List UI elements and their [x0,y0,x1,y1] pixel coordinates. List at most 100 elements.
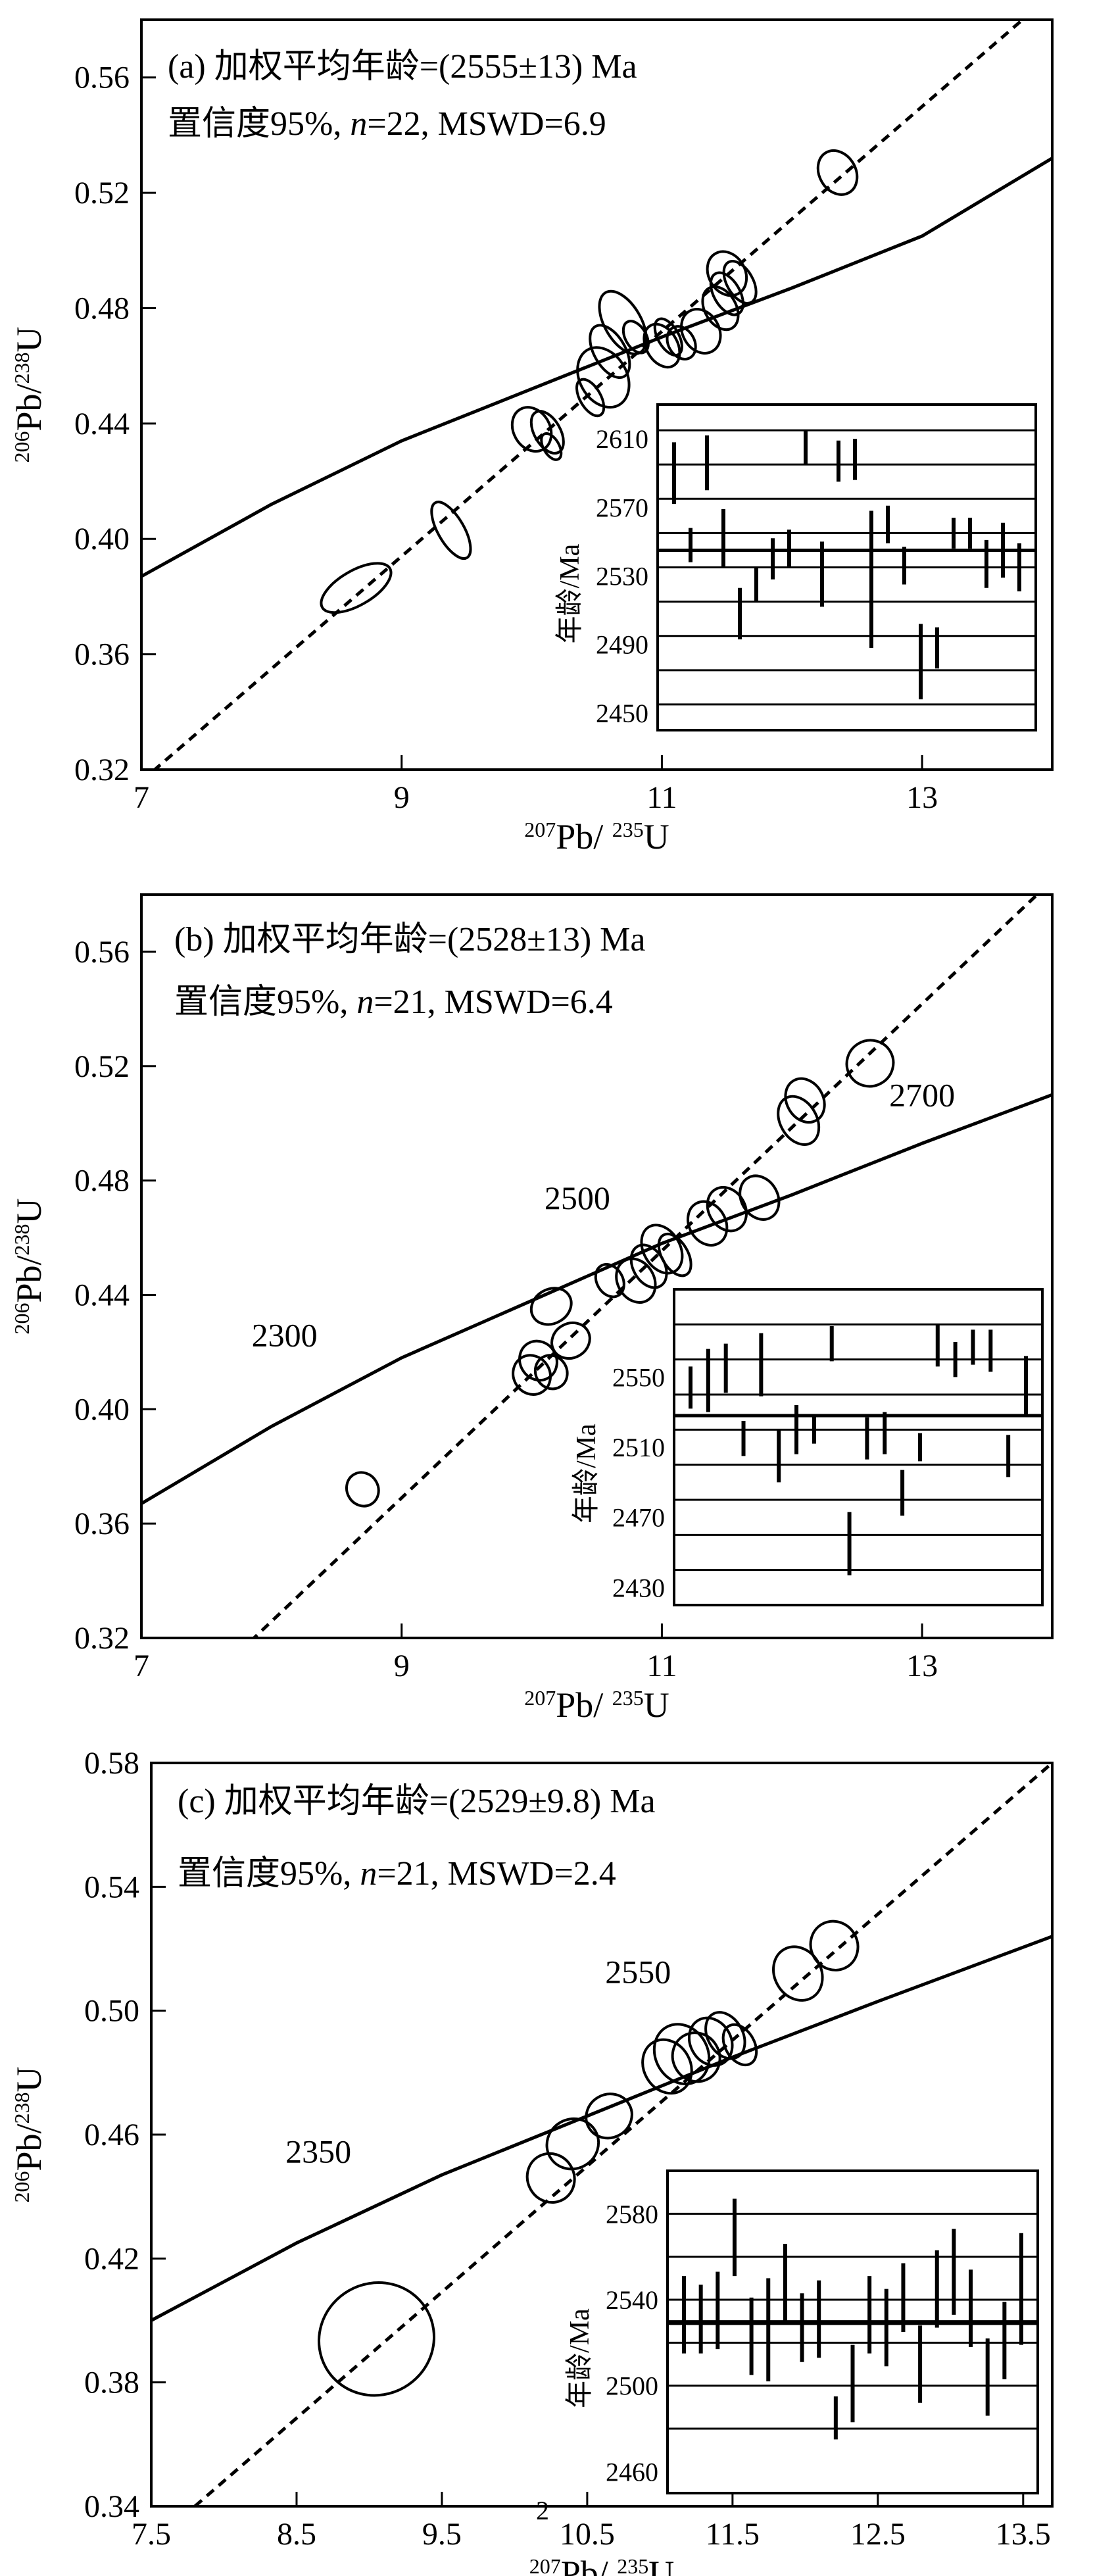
error-ellipse [680,308,722,355]
panel-subtitle: 置信度95%, n=21, MSWD=2.4 [178,1855,616,1893]
panel-subtitle: 置信度95%, n=21, MSWD=6.4 [174,983,613,1021]
concordia-age-label: 2300 [252,1317,318,1354]
x-axis-label-part: 207 [529,2554,561,2576]
x-axis-label: 207Pb/ 235U [524,1685,669,1725]
subtitle-prefix: 置信度95%, [178,1855,360,1893]
x-tick-label: 13 [906,1648,938,1683]
discordia-line [152,20,1025,770]
subtitle-n: n [356,983,374,1021]
y-tick-label: 0.36 [74,1506,130,1541]
x-tick-label: 13.5 [996,2517,1051,2552]
y-tick-label: 0.56 [74,935,130,970]
inset-tick-label: 2540 [606,2285,658,2315]
y-axis-label-part: 206 [10,2171,34,2203]
error-ellipse [545,2117,600,2171]
panel-b: 7 9 11 130.320.360.400.440.480.520.56207Pb/… [9,893,1054,1725]
error-ellipse [671,2031,721,2083]
panel-c: 7.5 8.5 9.5 10.5 11.5 12.5 13.5 0.34 0.38 0.42 0.4… [9,1746,1054,2576]
y-tick-label: 0.56 [74,61,130,95]
x-axis-label-part: U [644,1685,669,1725]
x-axis-label-part: 235 [612,818,644,841]
y-tick-label: 0.40 [74,522,130,557]
error-ellipse [709,271,744,316]
x-axis-label-part: Pb/ [561,2554,618,2576]
y-axis-label-part: 206 [10,1303,34,1335]
error-ellipse [345,1471,380,1508]
discordia-line [251,895,1040,1638]
inset-tick-label: 2490 [596,630,648,660]
y-tick-label: 0.52 [74,1049,130,1084]
error-ellipse [666,325,697,360]
error-ellipse [653,317,683,357]
error-ellipse [652,2023,711,2085]
y-tick-label: 0.42 [84,2241,139,2276]
y-tick-label: 0.44 [74,1277,130,1312]
y-tick-label: 0.48 [74,291,130,326]
y-tick-label: 0.32 [74,753,130,787]
inset-tick-label: 2610 [596,424,648,454]
y-axis-label-part: U [9,326,49,352]
error-ellipse [706,250,748,297]
concordia-age-label: 2500 [545,1179,610,1216]
inset-y-label: 年龄/Ma [554,543,585,643]
panel-title: (c) 加权平均年龄=(2529±9.8) Ma [178,1783,656,1820]
x-tick-label: 7 [134,1648,149,1683]
error-ellipse [816,149,859,196]
error-ellipse [533,1354,569,1391]
weighted-mean-inset: 2430 2470 2510 2550 年龄/Ma [571,1288,1044,1606]
x-tick-label: 9 [394,1648,410,1683]
subtitle-stats: =21, MSWD=2.4 [377,1855,616,1893]
concordia-age-label: 2350 [285,2133,351,2169]
error-ellipse [318,2281,435,2397]
error-ellipse [594,1263,625,1299]
error-ellipse [687,2016,734,2067]
inset-tick-label: 2450 [596,699,648,728]
inset-tick-label: 2570 [596,493,648,522]
error-ellipse [704,2011,746,2060]
subtitle-n: n [360,1855,377,1893]
error-ellipse [784,1077,826,1124]
error-ellipse [576,346,631,409]
y-axis-label: 206Pb/238U [9,1198,49,1334]
inset-tick-label: 2500 [606,2371,658,2401]
weighted-mean-inset: 2460 2500 2540 2580 年龄/Ma [564,2169,1039,2494]
x-axis-label-part: U [648,2554,674,2576]
x-axis-label-part: 207 [524,1686,556,1710]
error-ellipse [722,260,758,305]
error-ellipse [589,324,631,380]
x-axis-label-part: 235 [617,2554,648,2576]
error-ellipse [430,501,472,560]
y-axis-label-part: Pb/ [9,2123,49,2171]
x-tick-label: 12.5 [850,2517,906,2552]
error-ellipse [641,2038,693,2095]
panel-a: 7 9 11 130.320.360.400.440.480.520.56207Pb/… [9,18,1054,856]
inset-frame [673,1288,1044,1606]
inset-y-label: 年龄/Ma [564,2308,595,2408]
error-ellipse [529,410,565,455]
y-axis-label-part: Pb/ [9,1255,49,1302]
y-tick-label: 0.46 [84,2118,139,2152]
y-tick-label: 0.50 [84,1994,139,2029]
x-tick-label: 9.5 [422,2517,462,2552]
inset-tick-label: 2430 [612,1573,665,1602]
y-tick-label: 0.58 [84,1746,139,1781]
plot-frame [140,18,1054,771]
y-tick-label: 0.38 [84,2365,139,2400]
subtitle-stats: =21, MSWD=6.4 [374,983,612,1021]
x-axis-label-part: 235 [612,1686,644,1710]
error-ellipse [657,1232,692,1277]
inset-frame [666,2169,1039,2494]
y-tick-label: 0.48 [74,1164,130,1199]
panel-title: (a) 加权平均年龄=(2555±13) Ma [168,48,637,86]
error-ellipse [809,1920,860,1971]
inset-tick-label: 2510 [612,1433,665,1462]
y-tick-label: 0.44 [74,407,130,441]
inset-tick-label: 2470 [612,1503,665,1533]
plot-data [141,20,1052,770]
x-axis-label-part: U [644,817,669,856]
concordia-age-label: 2550 [605,1953,671,1990]
plot-data [141,895,1052,1638]
x-axis-label-part: Pb/ [556,1685,612,1725]
